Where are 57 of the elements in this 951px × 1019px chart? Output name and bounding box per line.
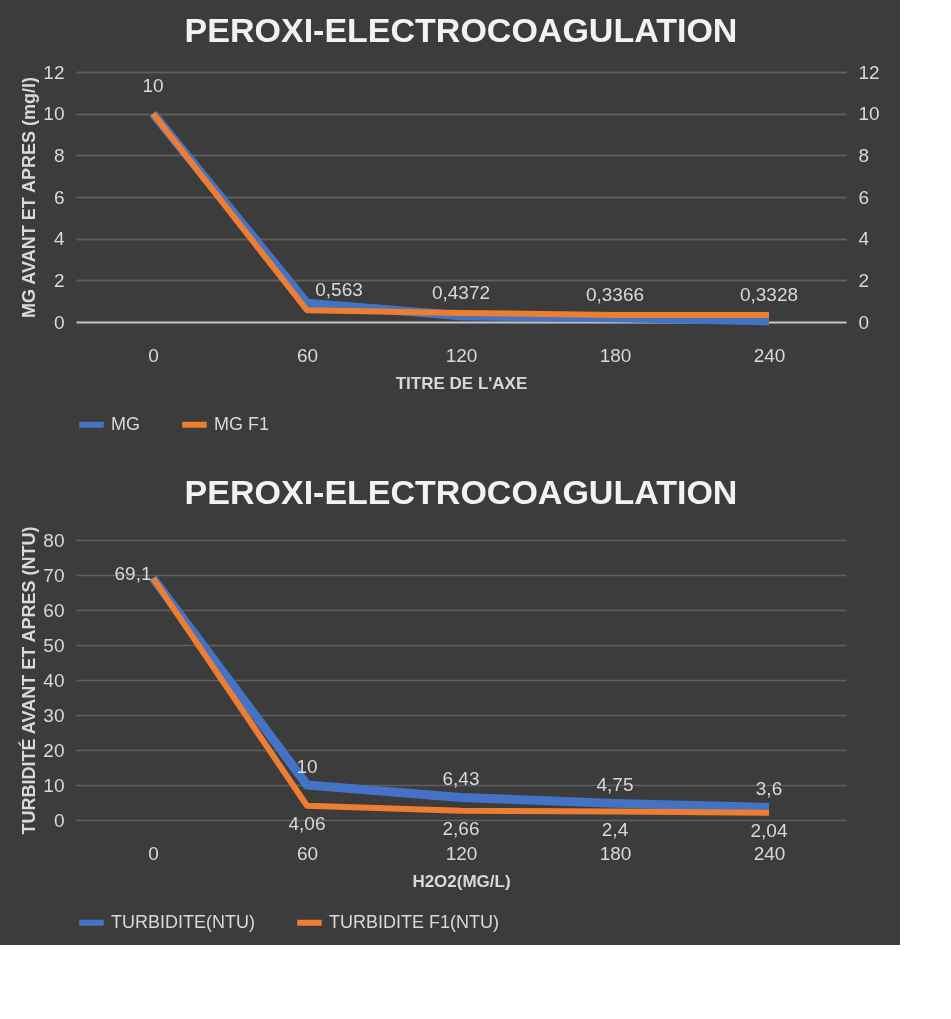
y-tick-label: 40 bbox=[43, 669, 65, 691]
y2-tick-label: 10 bbox=[858, 103, 880, 125]
y2-tick-label: 8 bbox=[858, 144, 870, 166]
y-tick-label: 0 bbox=[53, 809, 65, 831]
data-label: 6,43 bbox=[442, 768, 480, 790]
y-tick-label: 70 bbox=[43, 564, 65, 586]
x-tick-label: 180 bbox=[599, 842, 632, 864]
data-label: 4,75 bbox=[596, 774, 634, 796]
y-tick-label: 12 bbox=[43, 61, 65, 83]
y-tick-label: 4 bbox=[53, 228, 65, 250]
y2-tick-label: 6 bbox=[858, 186, 870, 208]
data-label: 2,66 bbox=[442, 817, 480, 839]
y-tick-label: 10 bbox=[43, 103, 65, 125]
y-tick-label: 80 bbox=[43, 529, 65, 551]
y2-tick-label: 0 bbox=[858, 311, 870, 333]
x-tick-label: 180 bbox=[599, 344, 632, 366]
y-tick-label: 2 bbox=[53, 269, 65, 291]
x-tick-label: 0 bbox=[148, 842, 159, 864]
x-axis-title: H2O2(MG/L) bbox=[412, 871, 511, 891]
legend-label: MG bbox=[111, 413, 140, 434]
data-label: 0,3328 bbox=[739, 284, 799, 306]
chart-title: PEROXI-ELECTROCOAGULATION bbox=[184, 473, 738, 512]
x-tick-label: 120 bbox=[445, 344, 478, 366]
y-axis-title: MG AVANT ET APRES (mg/l) bbox=[19, 77, 40, 318]
data-label: 69,1 bbox=[114, 563, 152, 585]
x-tick-label: 240 bbox=[753, 344, 786, 366]
y-tick-label: 50 bbox=[43, 634, 65, 656]
y-axis-title: TURBIDITÉ AVANT ET APRES (NTU) bbox=[18, 526, 40, 835]
legend-label: TURBIDITE F1(NTU) bbox=[329, 911, 499, 932]
y-tick-label: 60 bbox=[43, 599, 65, 621]
y2-tick-label: 4 bbox=[858, 228, 870, 250]
y-tick-label: 10 bbox=[43, 774, 65, 796]
y-tick-label: 30 bbox=[43, 704, 65, 726]
legend-label: MG F1 bbox=[214, 413, 270, 434]
x-axis-title: TITRE DE L'AXE bbox=[395, 373, 528, 393]
data-label: 2,4 bbox=[601, 818, 629, 840]
data-label: 4,06 bbox=[288, 812, 326, 834]
data-label: 3,6 bbox=[755, 778, 783, 800]
data-label: 0,3366 bbox=[585, 283, 645, 305]
legend-label: TURBIDITE(NTU) bbox=[111, 911, 255, 932]
y-tick-label: 8 bbox=[53, 144, 65, 166]
x-tick-label: 120 bbox=[445, 842, 478, 864]
chart-title: PEROXI-ELECTROCOAGULATION bbox=[184, 11, 738, 49]
y-tick-label: 6 bbox=[53, 186, 65, 208]
x-tick-label: 0 bbox=[148, 344, 159, 366]
data-label: 0,4372 bbox=[431, 281, 491, 303]
y2-tick-label: 12 bbox=[858, 61, 880, 83]
data-label: 10 bbox=[296, 756, 318, 777]
y2-tick-label: 2 bbox=[858, 269, 870, 291]
data-label: 2,04 bbox=[750, 819, 788, 841]
y-tick-label: 0 bbox=[53, 311, 65, 333]
data-label: 10 bbox=[142, 74, 164, 96]
x-tick-label: 240 bbox=[753, 842, 786, 864]
y-tick-label: 20 bbox=[43, 739, 65, 761]
data-label: 0,563 bbox=[315, 279, 363, 301]
x-tick-label: 60 bbox=[296, 344, 319, 366]
x-tick-label: 60 bbox=[296, 842, 319, 864]
